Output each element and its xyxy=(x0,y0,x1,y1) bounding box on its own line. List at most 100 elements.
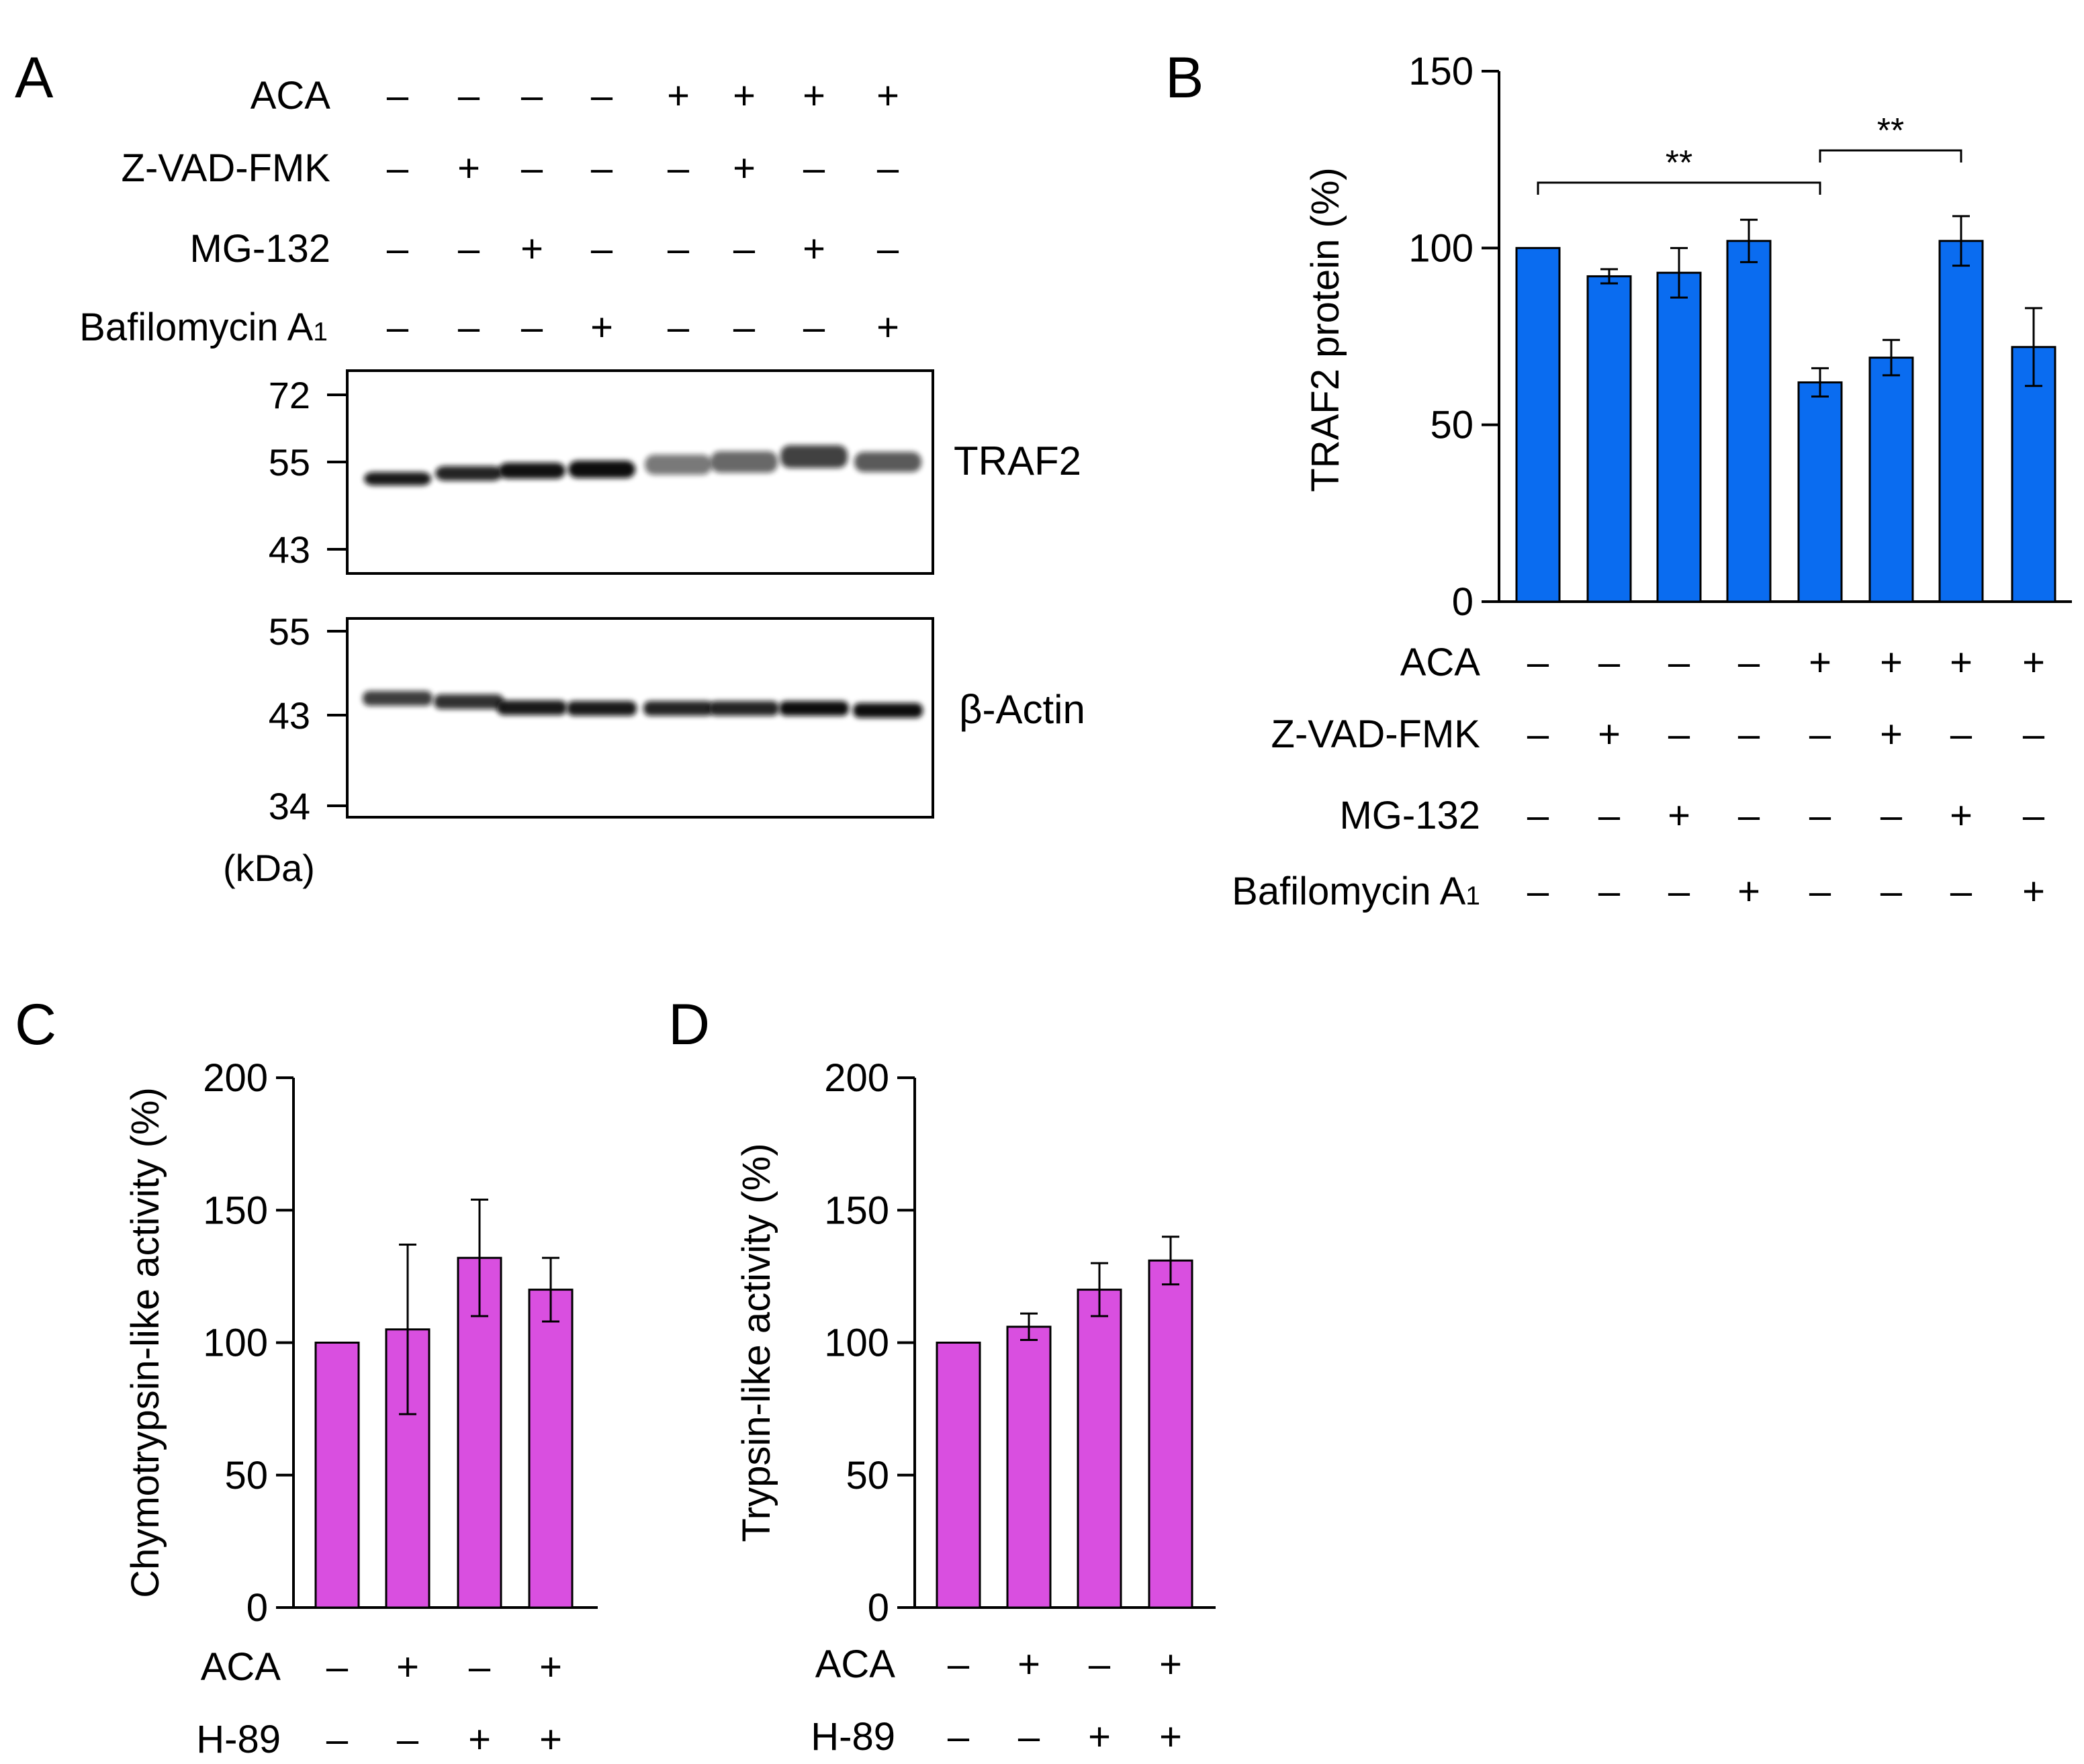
minus-sign: – xyxy=(1809,794,1831,837)
y-axis-label: Chymotrypsin-like activity (%) xyxy=(124,1087,167,1598)
minus-sign: – xyxy=(469,1645,491,1689)
panel-c-label: C xyxy=(15,992,56,1057)
minus-sign: – xyxy=(387,306,409,349)
plus-sign: + xyxy=(1017,1642,1040,1686)
plus-sign: + xyxy=(1880,641,1903,684)
treatment-label: Bafilomycin A1 xyxy=(79,306,328,349)
y-tick-label: 50 xyxy=(1430,404,1474,447)
plus-sign: + xyxy=(1950,794,1973,837)
minus-sign: – xyxy=(1598,870,1621,913)
traf2-band xyxy=(854,452,921,472)
minus-sign: – xyxy=(397,1718,419,1761)
actin-blot-frame xyxy=(346,617,934,819)
treatment-label: ACA xyxy=(815,1642,896,1686)
traf2-bands xyxy=(364,445,921,485)
treatment-label: ACA xyxy=(1400,641,1481,684)
minus-sign: – xyxy=(326,1718,349,1761)
plus-sign: + xyxy=(520,227,543,271)
minus-sign: – xyxy=(521,74,543,118)
minus-sign: – xyxy=(803,306,825,349)
panel-a-label: A xyxy=(15,46,54,110)
treatment-label: MG-132 xyxy=(1339,794,1480,837)
minus-sign: – xyxy=(1668,870,1690,913)
actin-band xyxy=(779,701,849,716)
plus-sign: + xyxy=(1088,1715,1111,1759)
y-tick-label: 100 xyxy=(203,1321,268,1365)
y-tick-label: 0 xyxy=(868,1586,889,1630)
y-tick-label: 0 xyxy=(246,1586,268,1630)
minus-sign: – xyxy=(668,146,690,190)
minus-sign: – xyxy=(1598,641,1621,684)
minus-sign: – xyxy=(1950,870,1973,913)
y-tick-label: 150 xyxy=(824,1189,889,1232)
bar xyxy=(1656,271,1702,603)
minus-sign: – xyxy=(326,1645,349,1689)
traf2-band xyxy=(711,451,778,473)
plus-sign: + xyxy=(468,1718,491,1761)
bar xyxy=(1797,381,1843,603)
significance-bracket xyxy=(1819,149,1962,163)
plus-sign: + xyxy=(803,74,825,118)
treatment-label: ACA xyxy=(251,74,331,118)
minus-sign: – xyxy=(948,1715,970,1759)
traf2-band xyxy=(568,461,635,478)
actin-blot-label: β-Actin xyxy=(959,687,1085,732)
minus-sign: – xyxy=(733,227,756,271)
minus-sign: – xyxy=(1018,1715,1040,1759)
bar xyxy=(1006,1326,1052,1609)
minus-sign: – xyxy=(1809,870,1831,913)
actin-bands xyxy=(363,691,923,718)
y-tick-label: 200 xyxy=(203,1056,268,1100)
significance-bracket xyxy=(1537,181,1821,195)
treatment-label: H-89 xyxy=(811,1715,895,1759)
y-axis-label: Trypsin-like activity (%) xyxy=(735,1143,778,1542)
mw-marker-34: 34 xyxy=(269,785,310,827)
bar xyxy=(1586,275,1632,603)
y-axis-label: TRAF2 protein (%) xyxy=(1304,167,1347,492)
minus-sign: – xyxy=(1527,712,1549,756)
minus-sign: – xyxy=(733,306,756,349)
bar xyxy=(2011,346,2056,603)
minus-sign: – xyxy=(591,146,613,190)
minus-sign: – xyxy=(1668,712,1690,756)
plus-sign: + xyxy=(1668,794,1690,837)
actin-band xyxy=(567,701,637,716)
y-tick-label: 200 xyxy=(824,1056,889,1100)
y-tick-label: 50 xyxy=(224,1454,268,1497)
bar xyxy=(1868,357,1914,603)
minus-sign: – xyxy=(1881,794,1903,837)
treatment-label: Z-VAD-FMK xyxy=(122,146,331,190)
y-tick-label: 150 xyxy=(1408,50,1474,93)
minus-sign: – xyxy=(1738,641,1760,684)
actin-band xyxy=(363,691,433,706)
minus-sign: – xyxy=(1809,712,1831,756)
traf2-band xyxy=(498,463,565,479)
plus-sign: + xyxy=(457,146,480,190)
minus-sign: – xyxy=(1089,1642,1111,1686)
y-tick-label: 50 xyxy=(846,1454,889,1497)
plus-sign: + xyxy=(733,146,756,190)
minus-sign: – xyxy=(1527,870,1549,913)
actin-band xyxy=(497,700,567,715)
panel-d-label: D xyxy=(668,992,710,1057)
minus-sign: – xyxy=(877,146,899,190)
minus-sign: – xyxy=(458,74,480,118)
minus-sign: – xyxy=(521,306,543,349)
actin-band xyxy=(643,701,713,716)
plus-sign: + xyxy=(1809,641,1831,684)
minus-sign: – xyxy=(1950,712,1973,756)
traf2-blot-label: TRAF2 xyxy=(954,438,1081,483)
bar xyxy=(1148,1259,1193,1609)
significance-label: ** xyxy=(1877,111,1904,150)
chymotrypsin-activity-chart: 0 50 100 150 200 Chymotrypsin-like activity (… xyxy=(124,1056,598,1761)
mw-marker-72: 72 xyxy=(269,374,310,416)
minus-sign: – xyxy=(668,227,690,271)
plus-sign: + xyxy=(1880,712,1903,756)
minus-sign: – xyxy=(948,1642,970,1686)
minus-sign: – xyxy=(1738,794,1760,837)
panel-b-label: B xyxy=(1165,46,1204,110)
mw-unit-label: (kDa) xyxy=(223,847,315,889)
mw-marker-43: 43 xyxy=(269,528,310,571)
traf2-band xyxy=(645,455,712,475)
